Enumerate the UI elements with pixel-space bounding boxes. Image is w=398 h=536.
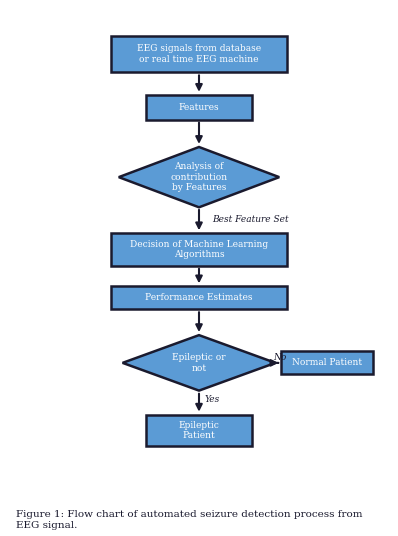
Text: Decision of Machine Learning
Algorithms: Decision of Machine Learning Algorithms <box>130 240 268 259</box>
Text: Epileptic or
not: Epileptic or not <box>172 353 226 373</box>
Text: Epileptic
Patient: Epileptic Patient <box>179 421 219 440</box>
Polygon shape <box>123 335 275 391</box>
FancyBboxPatch shape <box>111 233 287 266</box>
FancyBboxPatch shape <box>146 95 252 120</box>
FancyBboxPatch shape <box>111 36 287 72</box>
Text: EEG signals from database
or real time EEG machine: EEG signals from database or real time E… <box>137 44 261 64</box>
Text: Figure 1: Flow chart of automated seizure detection process from
EEG signal.: Figure 1: Flow chart of automated seizur… <box>16 510 363 530</box>
FancyBboxPatch shape <box>111 286 287 309</box>
Text: Normal Patient: Normal Patient <box>292 359 362 367</box>
Text: Performance Estimates: Performance Estimates <box>145 293 253 302</box>
FancyBboxPatch shape <box>281 351 373 375</box>
Text: Best Feature Set: Best Feature Set <box>213 214 289 224</box>
FancyBboxPatch shape <box>146 415 252 446</box>
Text: Features: Features <box>179 103 219 111</box>
Text: Yes: Yes <box>205 394 220 404</box>
Polygon shape <box>119 147 279 207</box>
Text: No: No <box>273 353 287 362</box>
Text: Analysis of
contribution
by Features: Analysis of contribution by Features <box>170 162 228 192</box>
